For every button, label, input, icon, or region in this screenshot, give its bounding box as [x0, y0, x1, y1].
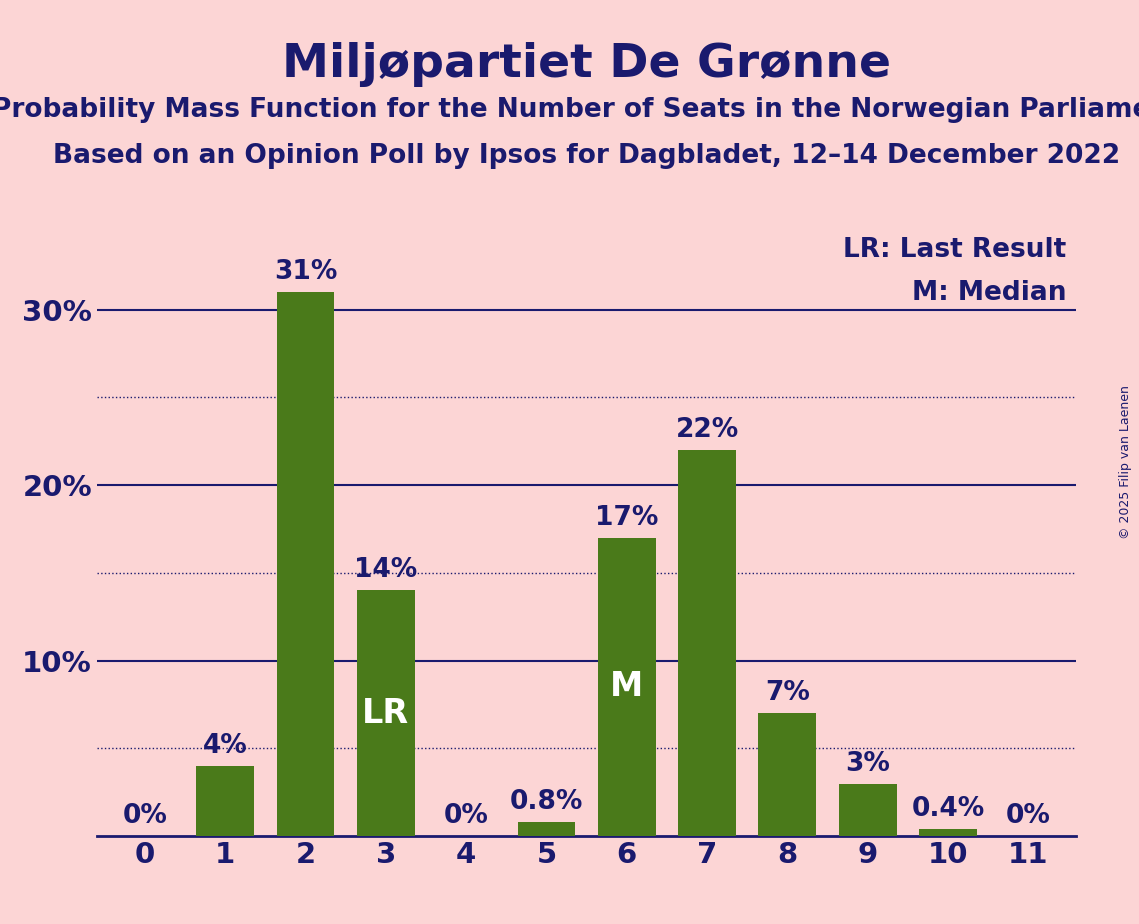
Bar: [919, 829, 977, 836]
Text: 17%: 17%: [595, 505, 658, 530]
Text: 3%: 3%: [845, 750, 890, 776]
Text: 14%: 14%: [354, 557, 418, 583]
Text: 0%: 0%: [1006, 803, 1050, 829]
Text: 0.8%: 0.8%: [510, 789, 583, 815]
Text: 0%: 0%: [444, 803, 489, 829]
Text: LR: Last Result: LR: Last Result: [843, 237, 1066, 263]
Text: 0%: 0%: [123, 803, 167, 829]
Bar: [196, 766, 254, 836]
Bar: [277, 292, 335, 836]
Text: M: Median: M: Median: [912, 280, 1066, 306]
Text: Probability Mass Function for the Number of Seats in the Norwegian Parliament: Probability Mass Function for the Number…: [0, 97, 1139, 123]
Text: LR: LR: [362, 697, 409, 730]
Text: 7%: 7%: [765, 680, 810, 706]
Text: 22%: 22%: [675, 417, 739, 443]
Bar: [517, 822, 575, 836]
Bar: [598, 538, 656, 836]
Text: 31%: 31%: [273, 259, 337, 285]
Text: Based on an Opinion Poll by Ipsos for Dagbladet, 12–14 December 2022: Based on an Opinion Poll by Ipsos for Da…: [54, 143, 1120, 169]
Bar: [357, 590, 415, 836]
Bar: [838, 784, 896, 836]
Bar: [678, 450, 736, 836]
Text: © 2025 Filip van Laenen: © 2025 Filip van Laenen: [1118, 385, 1132, 539]
Text: M: M: [611, 671, 644, 703]
Bar: [759, 713, 817, 836]
Text: 4%: 4%: [203, 733, 247, 759]
Text: 0.4%: 0.4%: [911, 796, 984, 822]
Text: Miljøpartiet De Grønne: Miljøpartiet De Grønne: [282, 42, 891, 87]
